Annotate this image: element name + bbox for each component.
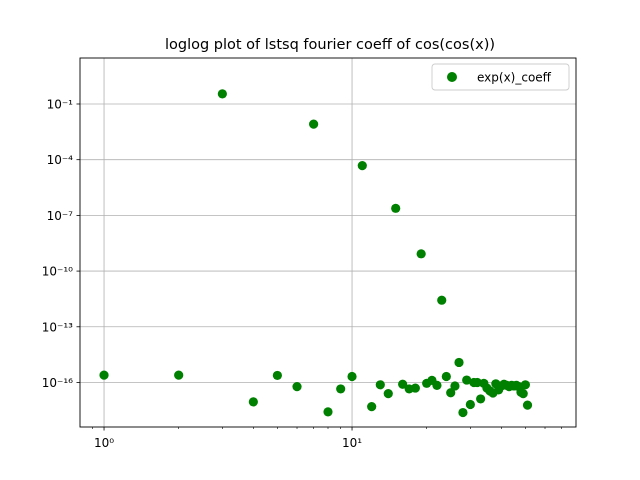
data-point xyxy=(398,379,408,389)
data-point xyxy=(441,371,451,382)
data-point xyxy=(462,375,472,385)
x-tick-label: 10¹ xyxy=(342,436,362,450)
legend: exp(x)_coeff xyxy=(431,63,570,91)
y-tick-label: 10⁻¹⁰ xyxy=(42,265,73,279)
data-point xyxy=(217,89,227,99)
y-tick-label: 10⁻¹³ xyxy=(42,320,73,334)
data-points xyxy=(99,89,533,418)
y-tick-label: 10⁻¹⁶ xyxy=(42,376,73,390)
data-point xyxy=(248,397,258,407)
y-tick-label: 10⁻⁴ xyxy=(47,153,74,167)
data-point xyxy=(454,357,464,368)
x-tick-label: 10⁰ xyxy=(94,436,114,450)
data-point xyxy=(292,382,302,392)
legend-box xyxy=(431,63,570,91)
data-point xyxy=(432,380,442,390)
data-point xyxy=(410,383,420,393)
data-point xyxy=(272,370,282,381)
data-point xyxy=(336,384,346,394)
grid xyxy=(80,58,576,427)
data-point xyxy=(518,389,528,399)
data-point xyxy=(375,380,385,390)
data-point xyxy=(174,370,184,380)
chart-title: loglog plot of lstsq fourier coeff of co… xyxy=(165,37,495,53)
data-point xyxy=(416,249,426,259)
data-point xyxy=(357,161,367,171)
data-point xyxy=(465,399,475,410)
legend-label: exp(x)_coeff xyxy=(477,71,552,85)
axis-ticks: 10⁰ 10¹ 10⁻¹ 10⁻⁴ 10⁻⁷ 10⁻¹⁰ 10⁻¹³ 10⁻¹⁶ xyxy=(42,97,562,450)
y-tick-label: 10⁻⁷ xyxy=(47,209,74,223)
data-point xyxy=(437,295,447,305)
data-point xyxy=(383,389,393,399)
data-point xyxy=(99,370,109,380)
data-point xyxy=(323,407,333,417)
data-point xyxy=(347,371,357,382)
data-point xyxy=(476,394,486,404)
data-point xyxy=(450,381,460,391)
data-point xyxy=(520,380,530,390)
data-point xyxy=(367,402,377,412)
data-point xyxy=(522,400,533,410)
data-point xyxy=(446,388,456,398)
y-tick-label: 10⁻¹ xyxy=(47,97,74,111)
data-point xyxy=(458,407,468,418)
data-point xyxy=(309,119,319,129)
legend-marker xyxy=(447,72,457,82)
data-point xyxy=(391,203,401,213)
